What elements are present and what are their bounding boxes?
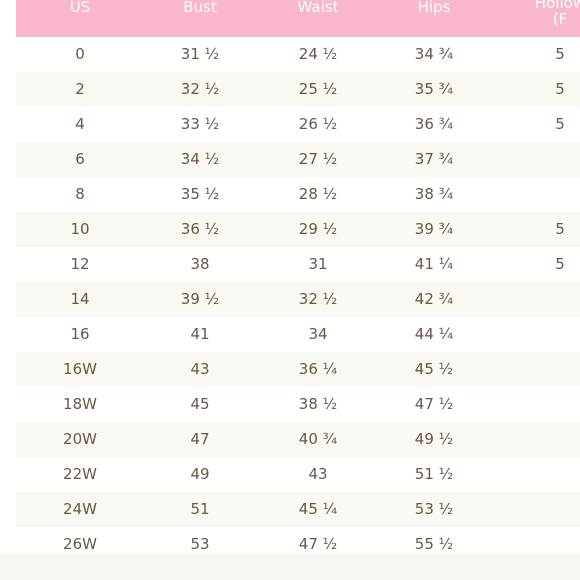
table-cell: 26W [63, 535, 97, 553]
table-cell: 0 [75, 45, 85, 63]
table-cell: 34 ¾ [414, 45, 454, 63]
table-row [16, 72, 580, 107]
table-cell: 36 ¾ [414, 115, 454, 133]
table-cell: 33 ½ [180, 115, 220, 133]
table-cell: 22W [63, 465, 97, 483]
table-cell: 28 ½ [298, 185, 338, 203]
table-cell: 47 [190, 430, 210, 448]
table-cell: 39 ½ [180, 290, 220, 308]
header-cell: Bust [183, 0, 217, 16]
table-cell: 40 ¾ [298, 430, 338, 448]
header-cell: Hips [417, 0, 451, 16]
table-cell: 32 ½ [180, 80, 220, 98]
table-cell: 39 ¾ [414, 220, 454, 238]
table-cell: 35 ¾ [414, 80, 454, 98]
table-cell: 36 ½ [180, 220, 220, 238]
table-cell: 45 ½ [414, 360, 454, 378]
table-cell: 34 ½ [180, 150, 220, 168]
table-cell: 43 [190, 360, 210, 378]
table-cell: 10 [70, 220, 90, 238]
table-cell: 38 ¾ [414, 185, 454, 203]
table-cell: 45 ¼ [298, 500, 338, 518]
table-cell: 18W [63, 395, 97, 413]
table-cell: 5 [555, 115, 565, 133]
table-cell: 5 [555, 220, 565, 238]
table-cell: 5 [555, 80, 565, 98]
header-cell: Hollow [534, 0, 580, 12]
table-row [16, 247, 580, 282]
table-cell: 8 [75, 185, 85, 203]
table-cell: 14 [70, 290, 90, 308]
table-row [16, 492, 580, 527]
table-cell: 51 ½ [414, 465, 454, 483]
table-cell: 12 [70, 255, 90, 273]
header-cell: (F [552, 10, 568, 28]
table-cell: 53 [190, 535, 210, 553]
table-cell: 6 [75, 150, 85, 168]
table-row [16, 352, 580, 387]
table-cell: 37 ¾ [414, 150, 454, 168]
table-cell: 51 [190, 500, 210, 518]
table-cell: 24W [63, 500, 97, 518]
table-cell: 47 ½ [414, 395, 454, 413]
table-cell: 31 ½ [180, 45, 220, 63]
table-cell: 32 ½ [298, 290, 338, 308]
table-cell: 53 ½ [414, 500, 454, 518]
table-cell: 36 ¼ [298, 360, 338, 378]
table-cell: 25 ½ [298, 80, 338, 98]
table-cell: 16W [63, 360, 97, 378]
table-cell: 35 ½ [180, 185, 220, 203]
table-row [16, 212, 580, 247]
table-cell: 44 ¼ [414, 325, 454, 343]
table-cell: 29 ½ [298, 220, 338, 238]
table-cell: 5 [555, 255, 565, 273]
table-cell: 49 ½ [414, 430, 454, 448]
table-cell: 41 [190, 325, 210, 343]
table-row [16, 142, 580, 177]
table-cell: 4 [75, 115, 85, 133]
table-cell: 2 [75, 80, 85, 98]
table-row [16, 317, 580, 352]
table-cell: 24 ½ [298, 45, 338, 63]
table-cell: 26 ½ [298, 115, 338, 133]
table-row [16, 282, 580, 317]
table-cell: 34 [308, 325, 328, 343]
header-cell: US [69, 0, 91, 16]
table-cell: 42 ¾ [414, 290, 454, 308]
table-cell: 20W [63, 430, 97, 448]
table-cell: 41 ¼ [414, 255, 454, 273]
table-cell: 45 [190, 395, 210, 413]
header-band [16, 0, 580, 37]
table-row [16, 457, 580, 492]
table-cell: 38 [190, 255, 210, 273]
table-cell: 49 [190, 465, 210, 483]
table-cell: 47 ½ [298, 535, 338, 553]
table-cell: 38 ½ [298, 395, 338, 413]
table-cell: 43 [308, 465, 328, 483]
footer-band [0, 553, 580, 580]
table-cell: 16 [70, 325, 90, 343]
header-cell: Waist [297, 0, 339, 16]
table-cell: 55 ½ [414, 535, 454, 553]
table-row [16, 422, 580, 457]
table-cell: 5 [555, 45, 565, 63]
table-cell: 31 [308, 255, 328, 273]
table-cell: 27 ½ [298, 150, 338, 168]
